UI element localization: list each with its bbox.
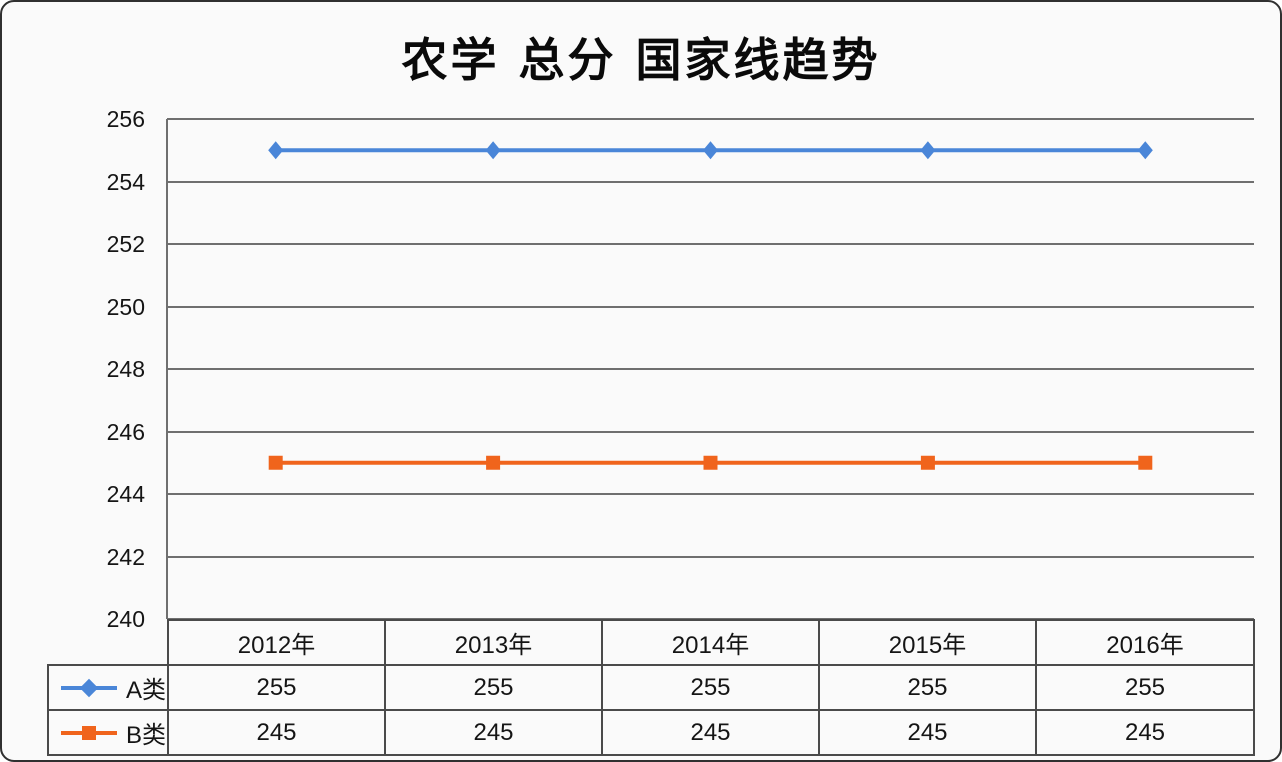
gridline: [167, 618, 1254, 620]
year-header: 2015年: [818, 619, 1037, 666]
year-header: 2013年: [384, 619, 603, 666]
value-cell: 255: [167, 664, 386, 711]
value-cell: 255: [601, 664, 820, 711]
chart-title: 农学 总分 国家线趋势: [401, 33, 881, 87]
y-tick-label: 254: [106, 168, 145, 195]
y-tick-label: 244: [106, 481, 145, 507]
gridline: [167, 368, 1254, 370]
series-b-legend-marker-icon: [61, 723, 117, 743]
gridline: [167, 493, 1254, 495]
year-header: 2016年: [1035, 619, 1255, 666]
value-cell: 245: [601, 709, 820, 756]
y-axis-line: [166, 119, 168, 619]
y-tick-label: 250: [106, 293, 145, 320]
table-row-series-b: B类 245 245 245 245 245: [47, 709, 1255, 756]
series-lines: [268, 141, 1153, 470]
gridline: [167, 243, 1254, 245]
data-table: 2012年 2013年 2014年 2015年 2016年 A类 255 255…: [47, 619, 1255, 756]
legend-label-a: A类: [126, 677, 167, 704]
legend-item-b: B类: [47, 709, 169, 756]
y-tick-label: 256: [106, 106, 145, 132]
legend-label-b: B类: [126, 722, 167, 749]
value-cell: 245: [818, 709, 1037, 756]
value-cell: 255: [384, 664, 603, 711]
gridline: [167, 180, 1254, 183]
y-tick-label: 242: [106, 543, 145, 570]
y-tick-label: 248: [106, 356, 145, 382]
y-tick-label: 246: [106, 418, 145, 445]
value-cell: 245: [167, 709, 386, 756]
gridline: [167, 118, 1254, 120]
value-cell: 255: [1035, 664, 1255, 711]
y-axis-labels: 256 254 252 250 248 246 244 242 240: [2, 106, 145, 632]
gridline: [167, 305, 1254, 308]
series-a-legend-marker-icon: [61, 678, 117, 698]
value-cell: 245: [1035, 709, 1255, 756]
gridline: [167, 430, 1254, 433]
value-cell: 245: [384, 709, 603, 756]
legend-item-a: A类: [47, 664, 169, 711]
plot-area: [166, 118, 1254, 620]
table-corner-empty: [48, 620, 168, 665]
y-tick-label: 252: [106, 231, 145, 257]
year-header: 2012年: [167, 619, 386, 666]
y-tick-label: 240: [106, 606, 145, 632]
value-cell: 255: [818, 664, 1037, 711]
table-header-row: 2012年 2013年 2014年 2015年 2016年: [48, 619, 1255, 666]
gridline: [167, 555, 1254, 558]
year-header: 2014年: [601, 619, 820, 666]
table-row-series-a: A类 255 255 255 255 255: [47, 664, 1255, 711]
